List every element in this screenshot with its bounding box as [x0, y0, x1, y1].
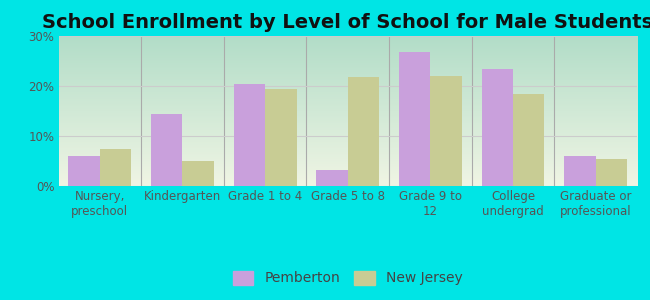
Bar — [265, 88, 296, 186]
Bar — [513, 94, 545, 186]
Legend: Pemberton, New Jersey: Pemberton, New Jersey — [227, 265, 469, 291]
Bar — [100, 148, 131, 186]
Bar — [234, 83, 265, 186]
Bar — [482, 68, 513, 186]
Bar — [595, 158, 627, 186]
Bar — [68, 156, 100, 186]
Bar — [430, 76, 461, 186]
Bar — [151, 113, 183, 186]
Bar — [183, 161, 214, 186]
Bar — [348, 77, 379, 186]
Bar — [399, 52, 430, 186]
Bar — [564, 156, 595, 186]
Bar — [317, 170, 348, 186]
Title: School Enrollment by Level of School for Male Students: School Enrollment by Level of School for… — [42, 13, 650, 32]
